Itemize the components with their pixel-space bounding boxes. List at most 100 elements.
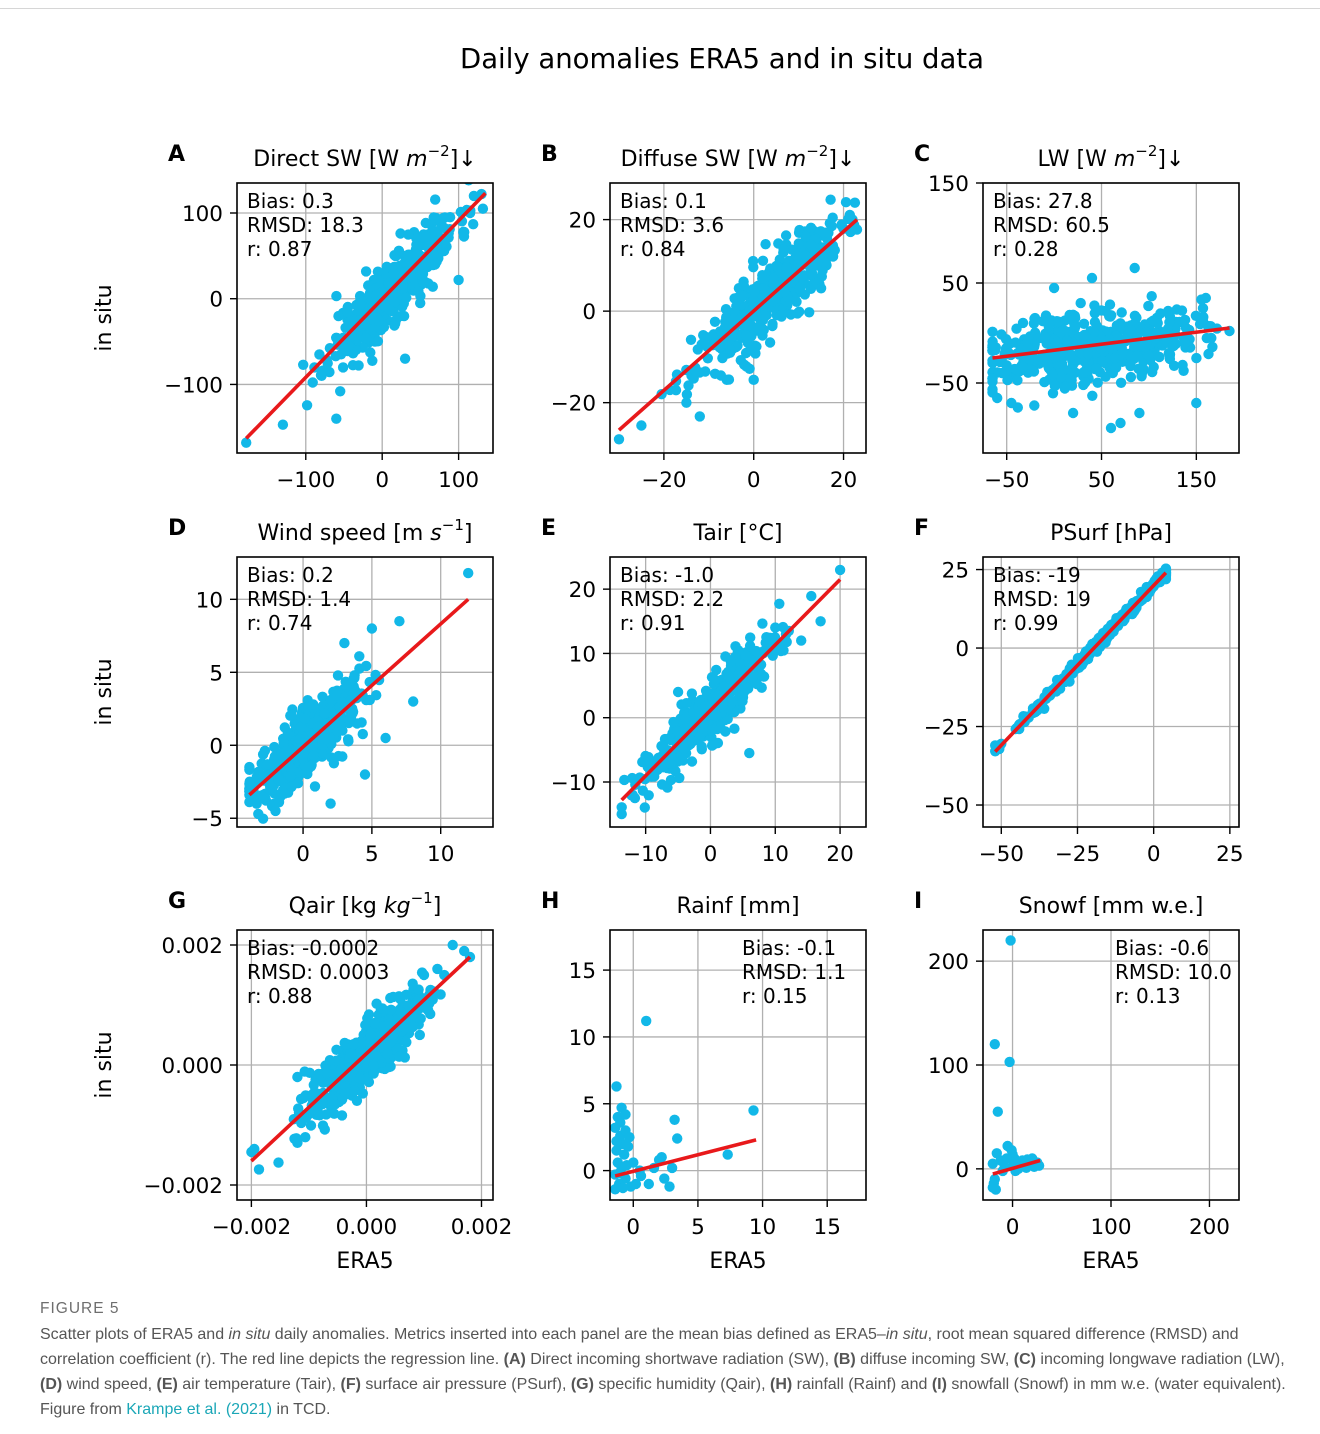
panel-title: Qair [kg kg−1] [289,889,442,919]
figure-caption: FIGURE 5 Scatter plots of ERA5 and in si… [40,1300,1290,1422]
x-axis-label: ERA5 [1082,1249,1139,1274]
data-point [403,229,414,240]
data-point [262,759,273,770]
data-point [615,1117,626,1128]
panel-letter: A [168,142,185,167]
data-point [644,756,656,767]
data-point [665,774,677,786]
scatter-points [610,1015,759,1195]
x-tick-label: 0 [375,468,389,493]
x-tick-label: 0 [1147,842,1161,867]
data-point [325,798,336,809]
x-tick-label: 50 [1088,468,1115,493]
data-point [1143,300,1154,312]
data-point [353,360,364,371]
data-point [729,723,740,734]
panel-letter: I [914,889,922,914]
caption-fragment: Scatter plots of ERA5 and [40,1326,229,1343]
data-point [324,1055,336,1066]
data-point [1125,371,1137,383]
data-point [804,307,815,318]
data-point [1201,332,1213,344]
y-tick-label: 0 [955,1158,969,1183]
data-point [308,1079,319,1091]
data-point [384,1018,395,1029]
data-point [279,788,290,799]
data-point [611,1145,622,1156]
data-point [678,743,690,754]
plot-frame [236,182,494,454]
data-point [628,1157,639,1168]
caption-fragment: (A) [503,1351,526,1368]
data-point [749,286,760,297]
y-tick-label: 0 [209,288,223,313]
scatter-points [987,262,1235,434]
data-point [331,1044,342,1056]
stat-label: RMSD: 2.2 [620,587,724,611]
data-point [1105,422,1117,434]
data-point [1080,377,1091,388]
data-point [296,721,307,733]
caption-fragment: incoming longwave radiation (LW), [1035,1351,1285,1368]
data-point [630,1178,642,1190]
data-point [1191,397,1202,409]
data-point [1086,272,1098,284]
data-point [745,632,756,643]
data-point [277,419,289,430]
data-point [1004,1056,1015,1068]
data-point [259,745,271,756]
data-point [330,351,341,362]
data-point [823,227,834,239]
data-point [414,1029,425,1041]
panel-title: LW [W m−2]↓ [1038,142,1185,172]
stat-label: r: 0.87 [247,237,313,261]
data-point [337,1093,348,1104]
data-point [613,434,625,445]
data-point [1097,355,1108,367]
data-point [413,286,424,297]
plot-frame [982,182,1240,454]
caption-fragment: in situ [885,1326,928,1343]
data-point [380,732,391,744]
data-point [1154,351,1165,363]
data-point [700,701,711,712]
data-point [717,352,728,364]
stat-label: Bias: 0.2 [247,563,334,587]
data-point [1065,351,1076,362]
data-point [1042,357,1053,369]
data-point [415,297,426,309]
caption-fragment: Direct incoming shortwave radiation (SW)… [525,1351,834,1368]
data-point [757,273,768,284]
x-tick-label: 10 [762,842,789,867]
data-point [649,771,660,782]
data-point [624,1132,635,1143]
panel-f: −50 −25 0 25 −50 −25 0 25 F PSurf [hPa] Bias: -19R… [914,516,1244,867]
data-point [371,998,382,1009]
caption-text: Scatter plots of ERA5 and in situ daily … [40,1322,1290,1422]
data-point [780,230,792,241]
data-point [1064,373,1075,384]
data-point [349,1085,360,1097]
data-point [1115,417,1126,429]
data-point [992,392,1003,404]
y-tick-label: 15 [569,959,596,984]
data-point [348,673,359,684]
panel-title: PSurf [hPa] [1050,521,1172,546]
stat-label: RMSD: 18.3 [247,213,364,237]
data-point [397,301,408,312]
data-point [401,1037,412,1048]
data-point [301,400,313,411]
data-point [643,1178,654,1190]
data-point [725,656,736,667]
data-point [656,779,668,790]
panel-title: Rainf [mm] [676,894,799,919]
y-tick-label: 100 [182,202,223,227]
citation-link[interactable]: Krampe et al. (2021) [126,1401,273,1418]
data-point [1002,374,1013,386]
data-point [774,598,785,609]
data-point [296,1117,307,1129]
data-point [339,637,350,649]
stat-label: r: 0.74 [247,611,313,635]
regression-line [993,571,1168,753]
